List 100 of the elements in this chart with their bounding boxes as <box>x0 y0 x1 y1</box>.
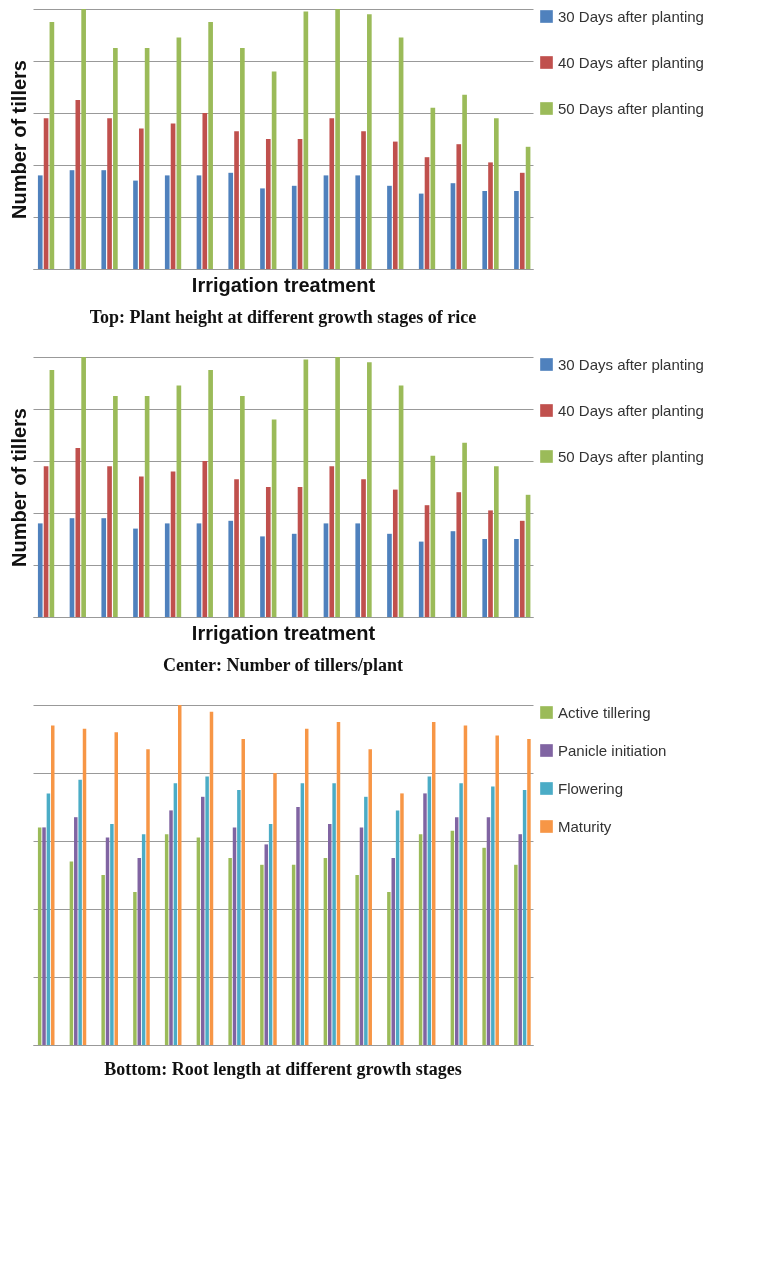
bar <box>518 834 522 1045</box>
bar <box>201 796 205 1045</box>
bar <box>228 172 234 269</box>
bar <box>367 362 372 617</box>
bar <box>37 175 43 269</box>
bar <box>514 191 519 269</box>
bar <box>101 170 107 269</box>
bar <box>514 864 518 1045</box>
bar <box>101 518 107 617</box>
bar <box>74 817 78 1045</box>
bar <box>355 523 361 617</box>
legend-label: Maturity <box>558 817 612 835</box>
bar <box>265 139 271 269</box>
bar <box>138 476 144 617</box>
bar <box>75 100 81 269</box>
bar <box>494 118 499 269</box>
bar <box>164 175 170 269</box>
bar <box>234 131 239 269</box>
bar <box>364 796 368 1045</box>
bar <box>164 523 170 617</box>
bar <box>482 191 488 269</box>
bar <box>491 786 495 1045</box>
y-axis-title: Number of tillers <box>7 408 30 567</box>
bar <box>208 370 213 617</box>
bar <box>107 118 112 269</box>
bar <box>208 22 213 269</box>
bar <box>418 541 424 617</box>
bar <box>387 892 391 1045</box>
bar <box>332 783 336 1045</box>
bar <box>107 466 112 617</box>
bar <box>296 807 300 1045</box>
bar <box>228 520 234 617</box>
text: Center: Number of tillers/plant <box>162 655 404 675</box>
bar <box>202 113 208 269</box>
bar <box>75 448 81 617</box>
y-axis-title: Number of tillers <box>7 60 30 219</box>
bar <box>494 466 499 617</box>
bar <box>482 539 488 617</box>
bar <box>265 487 271 617</box>
bar <box>482 847 486 1045</box>
bar <box>205 776 209 1045</box>
bar <box>133 892 137 1045</box>
bar <box>459 783 463 1045</box>
bar <box>368 749 372 1045</box>
legend-label: 50 Days after planting <box>558 99 704 117</box>
x-axis-title: Irrigation treatment <box>191 621 376 644</box>
legend-label: 40 Days after planting <box>558 53 704 71</box>
bar <box>519 172 525 269</box>
bar <box>101 875 105 1045</box>
bar <box>138 128 144 269</box>
bar <box>335 357 340 617</box>
bar <box>329 118 335 269</box>
bar <box>241 739 245 1045</box>
bar <box>367 14 372 269</box>
bar <box>146 749 150 1045</box>
bar <box>240 396 245 617</box>
bar <box>133 180 138 269</box>
bar <box>37 523 43 617</box>
bar <box>361 131 366 269</box>
bar <box>488 162 493 269</box>
bar <box>462 94 467 269</box>
bar <box>355 875 359 1045</box>
legend-label: Active tillering <box>558 703 651 721</box>
bar <box>456 144 462 269</box>
legend-label: Panicle initiation <box>558 741 667 759</box>
bar <box>391 858 395 1045</box>
bar <box>240 48 245 269</box>
bar <box>113 48 118 269</box>
bar <box>495 735 499 1045</box>
bar <box>81 9 86 269</box>
bar <box>355 175 361 269</box>
text: Top: Plant height at different growth stages of rice <box>89 307 477 327</box>
bar <box>387 533 392 617</box>
bar <box>527 739 531 1045</box>
bar <box>169 810 173 1045</box>
legend-label: 40 Days after planting <box>558 401 704 419</box>
bar <box>273 773 277 1045</box>
bar <box>260 864 264 1045</box>
bar <box>228 858 232 1045</box>
bar <box>113 396 118 617</box>
legend-label: Flowering <box>558 779 624 797</box>
bar <box>423 793 427 1045</box>
bar <box>260 536 265 617</box>
bar <box>260 188 265 269</box>
bar <box>462 442 467 617</box>
bar <box>81 357 86 617</box>
bar <box>234 479 239 617</box>
bar <box>400 793 404 1045</box>
bar <box>291 533 297 617</box>
x-axis-title: Irrigation treatment <box>191 273 376 296</box>
text: Bottom: Root length at different growth stages <box>104 1059 462 1079</box>
bar <box>110 824 114 1045</box>
bar <box>133 528 138 617</box>
bar <box>291 185 297 269</box>
bar <box>456 492 462 617</box>
legend-label: 30 Days after planting <box>558 355 704 373</box>
legend-label: 50 Days after planting <box>558 447 704 465</box>
bar <box>329 466 335 617</box>
bar <box>335 9 340 269</box>
bar <box>237 790 241 1045</box>
